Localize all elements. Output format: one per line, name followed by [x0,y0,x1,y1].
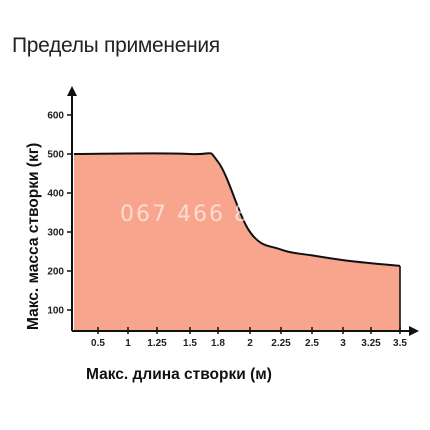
y-tick-label: 500 [47,150,64,161]
area-fill [74,153,400,331]
x-axis-arrow [409,326,419,336]
y-tick-label: 300 [47,228,64,239]
x-tick-label: 1.8 [211,338,225,349]
x-tick-label: 3.5 [393,338,407,349]
plot-area [73,152,401,331]
y-tick-label: 100 [47,306,64,317]
series-line [73,152,401,267]
x-tick-label: 3 [340,338,346,349]
y-tick-label: 600 [47,111,64,122]
x-tick-label: 2 [247,338,253,349]
y-tick-label: 400 [47,189,64,200]
axes: 100 200 300 400 500 600 0.5 1 1.25 1.5 1.8 2 2.25 2.5… [47,86,419,349]
x-tick-label: 0.5 [91,338,105,349]
x-tick-label: 2.25 [271,338,291,349]
x-tick-label: 2.5 [305,338,319,349]
x-tick-label: 1 [125,338,131,349]
y-tick-label: 200 [47,267,64,278]
y-axis-title: Макс. масса створки (кг) [25,143,42,330]
x-tick-label: 1.5 [183,338,197,349]
y-axis-arrow [67,86,77,96]
x-tick-label: 3.25 [361,338,381,349]
x-tick-label: 1.25 [147,338,167,349]
x-axis-title: Макс. длина створки (м) [86,366,272,383]
watermark-text: 067 466 81 41 [120,202,307,227]
page-title: Пределы применения [12,34,220,57]
